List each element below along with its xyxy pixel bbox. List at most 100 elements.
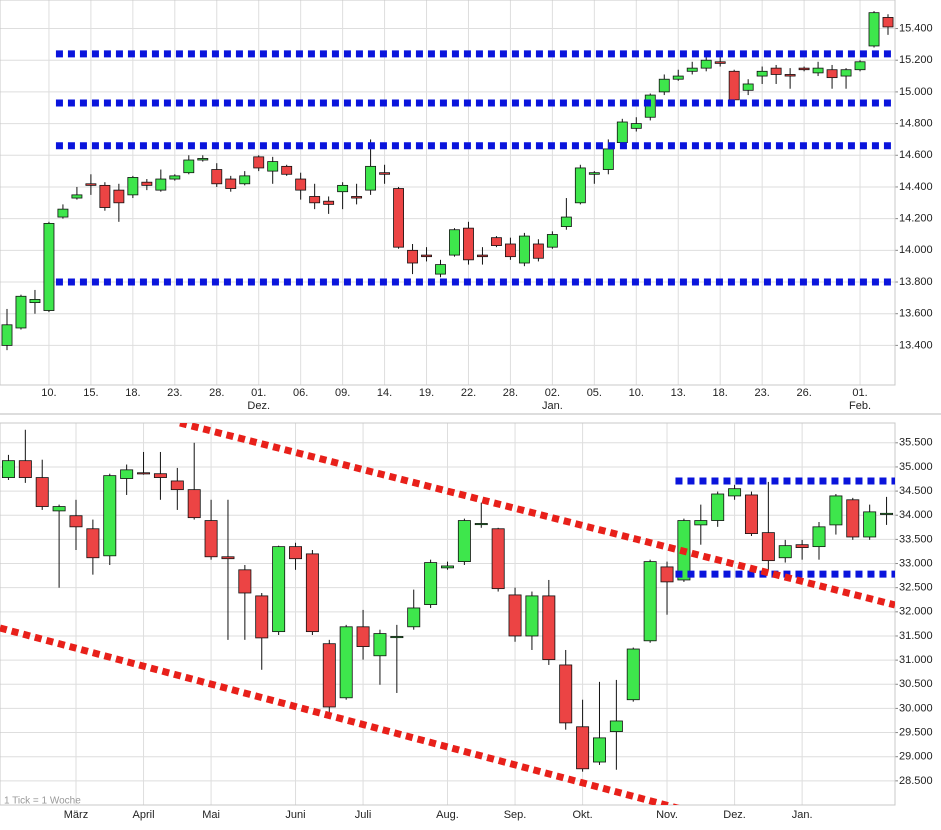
candle-body (658, 78, 670, 93)
candle-body (840, 69, 852, 77)
candle-body (854, 61, 866, 71)
plot-frame (0, 0, 896, 386)
candle-body (714, 61, 726, 64)
candle-body (508, 594, 522, 637)
candle-body (525, 595, 539, 637)
y-tick-label: 14.400 (899, 181, 933, 193)
y-tick-label: 34.000 (899, 509, 933, 521)
y-tick-label: 28.500 (899, 775, 933, 787)
x-tick-label: Aug. (436, 809, 459, 821)
candle-body (295, 178, 307, 191)
y-tick-label: 13.800 (899, 276, 933, 288)
x-tick-label: Okt. (573, 809, 593, 821)
candle-body (221, 556, 235, 560)
candle-body (880, 512, 894, 515)
x-tick-label: 13. (671, 387, 686, 399)
candle-body (169, 175, 181, 180)
candle-body (770, 67, 782, 75)
candle-body (463, 227, 474, 261)
candle-body (812, 526, 826, 548)
candle-body (253, 156, 265, 169)
x-tick-label: 19. (419, 387, 434, 399)
candle-body (477, 254, 488, 258)
candle-body (239, 175, 251, 185)
candle-body (504, 243, 516, 258)
candle-body (829, 495, 843, 526)
x-tick-label: Jan. (792, 809, 813, 821)
candle-body (449, 229, 460, 256)
x-tick-label: 14. (377, 387, 392, 399)
x-tick-label: 09. (335, 387, 350, 399)
candle-body (197, 158, 209, 161)
candle-body (474, 523, 488, 526)
y-tick-label: 31.000 (899, 654, 933, 666)
candle-body (660, 566, 674, 583)
x-tick-label: 15. (83, 387, 98, 399)
footnote: 1 Tick = 1 Woche (4, 796, 81, 807)
plot-frame (0, 422, 896, 806)
candle-body (238, 569, 252, 594)
x-tick-label: Dez. (723, 809, 746, 821)
candle-body (113, 189, 125, 204)
candle-body (882, 17, 894, 28)
y-tick-label: 32.500 (899, 582, 933, 594)
candle-body (390, 636, 404, 639)
candle-body (103, 475, 117, 557)
candle-body (35, 477, 49, 507)
candle-body (574, 167, 586, 204)
candle-body (630, 123, 642, 129)
candle-body (356, 626, 370, 647)
y-tick-label: 15.000 (899, 86, 933, 98)
y-tick-label: 15.400 (899, 22, 933, 34)
candle-body (542, 595, 556, 661)
candle-body (576, 726, 590, 770)
candle-body (272, 546, 286, 633)
candle-body (15, 295, 27, 329)
x-tick-label: 10. (629, 387, 644, 399)
candle-body (761, 532, 775, 562)
candle-body (686, 67, 698, 72)
x-month-label: Dez. (247, 400, 270, 412)
candle-body (351, 196, 363, 199)
y-tick-label: 29.000 (899, 751, 933, 763)
x-tick-label: 23. (167, 387, 182, 399)
candle-body (700, 59, 712, 69)
candle-body (225, 178, 237, 189)
y-tick-label: 13.600 (899, 308, 933, 320)
candle-body (69, 515, 83, 528)
y-tick-label: 34.500 (899, 485, 933, 497)
candle-body (52, 506, 66, 512)
y-tick-label: 31.500 (899, 630, 933, 642)
candle-body (141, 181, 153, 186)
candle-body (137, 472, 151, 475)
candle-body (863, 511, 877, 538)
candle-body (593, 737, 606, 763)
candle-body (18, 460, 32, 478)
candle-body (795, 544, 809, 548)
candle-body (337, 184, 349, 193)
candle-body (457, 520, 471, 563)
candle-body (421, 254, 432, 258)
candle-body (43, 222, 55, 311)
candles (1, 11, 894, 351)
candle-body (323, 200, 335, 205)
candle-body (155, 178, 167, 191)
candle-body (694, 520, 708, 526)
candle-body (812, 67, 824, 74)
candle-body (616, 121, 628, 143)
candles (1, 429, 894, 772)
candle-body (1, 460, 15, 478)
x-tick-label: 06. (293, 387, 308, 399)
x-tick-label: 22. (461, 387, 476, 399)
candle-body (1, 324, 13, 346)
x-tick-label: 01. (251, 387, 266, 399)
candle-body (559, 664, 573, 724)
y-tick-label: 33.000 (899, 557, 933, 569)
candle-body (127, 177, 139, 196)
candle-body (120, 469, 134, 479)
candle-body (204, 520, 218, 558)
x-tick-label: 28. (503, 387, 518, 399)
candle-body (339, 626, 353, 699)
